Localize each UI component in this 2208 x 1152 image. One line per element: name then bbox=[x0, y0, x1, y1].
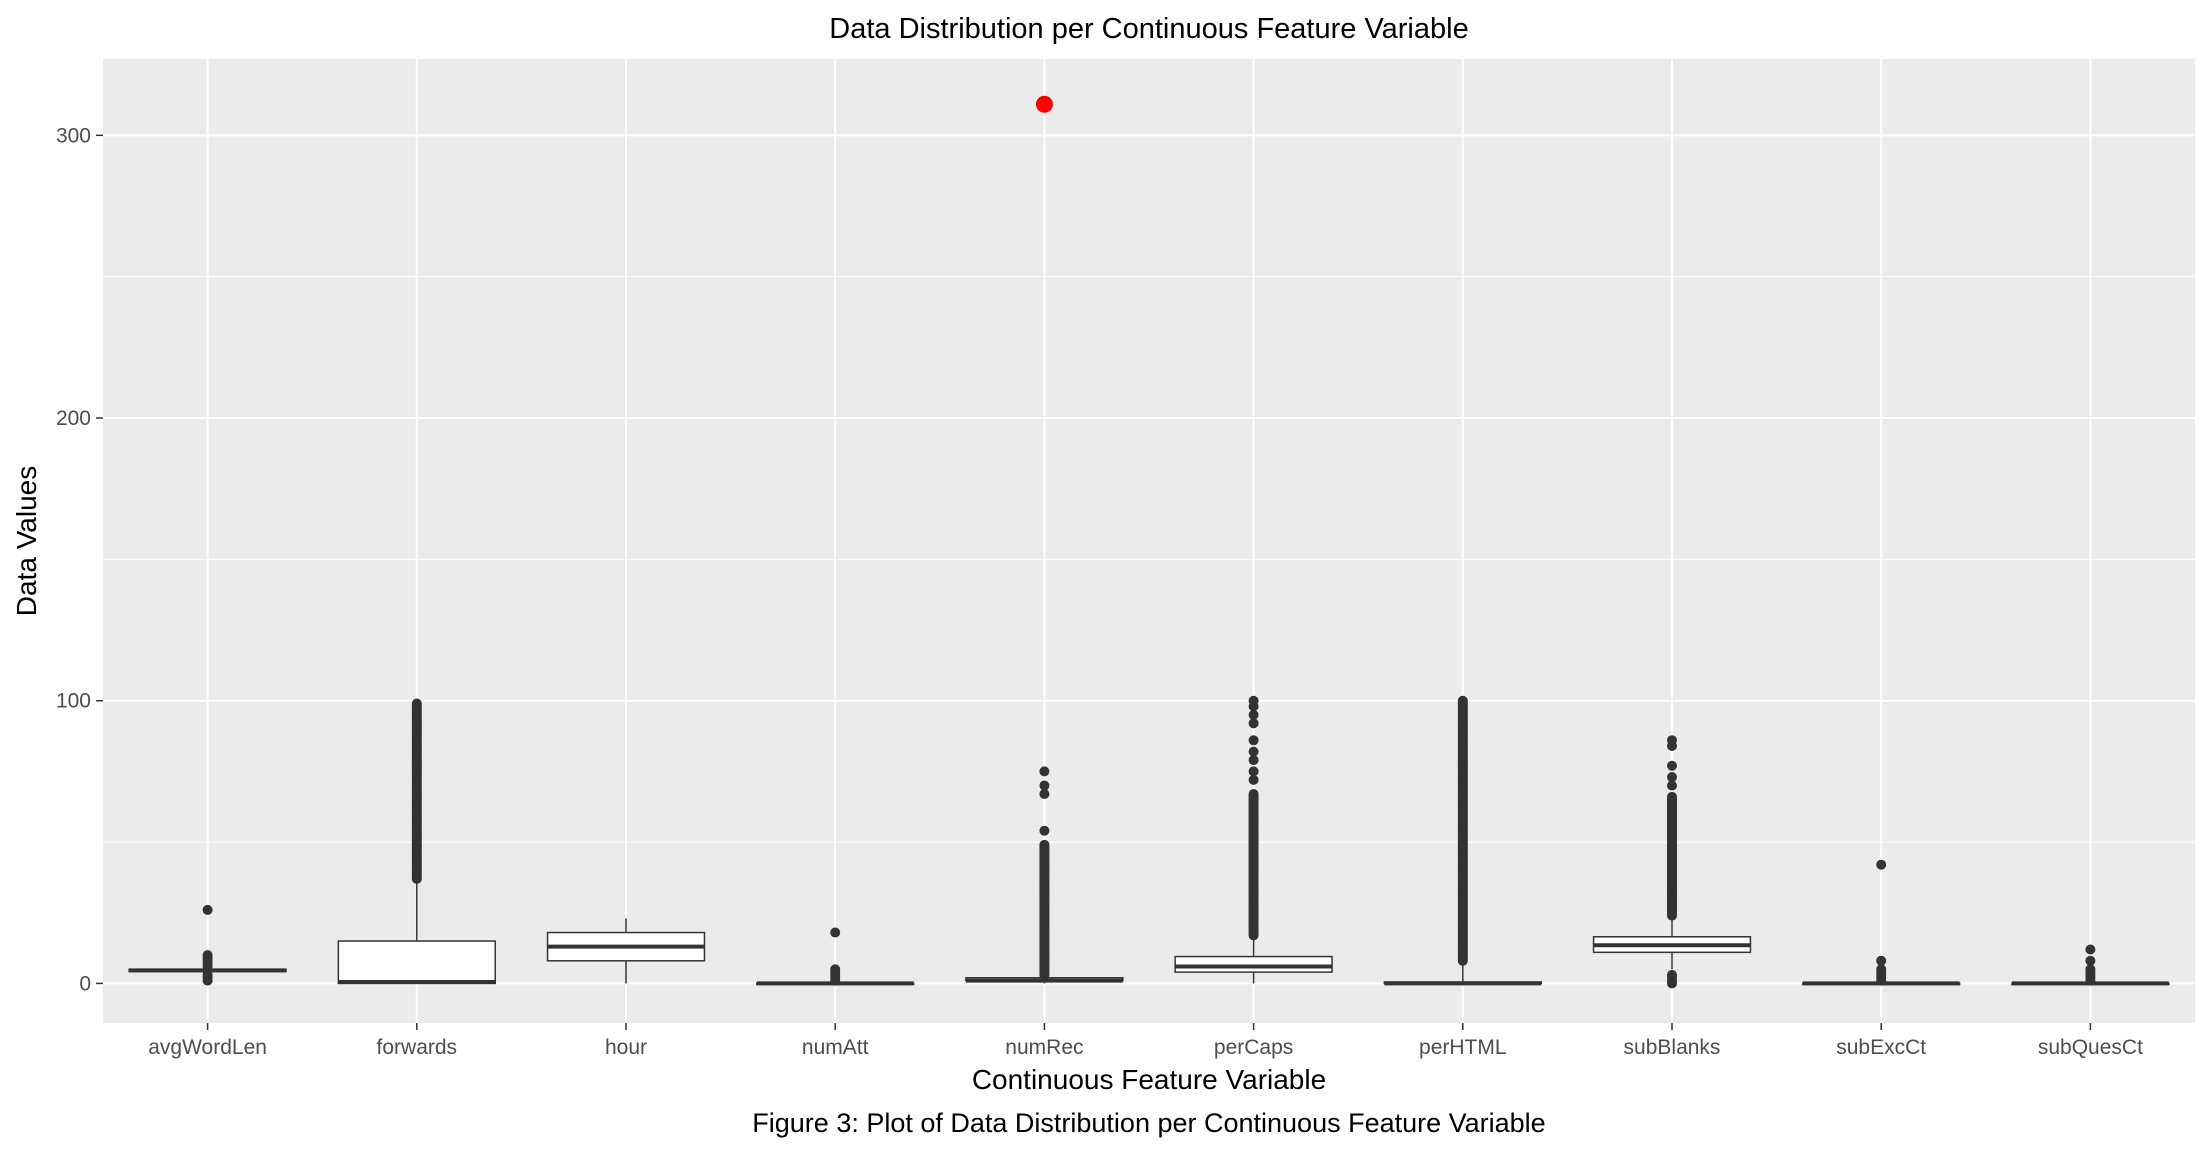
x-tick-label: subExcCt bbox=[1836, 1036, 1926, 1059]
box-subExcCt bbox=[1802, 859, 1961, 986]
outlier-point bbox=[1248, 709, 1259, 720]
box-subBlanks bbox=[1592, 735, 1752, 989]
chart-title: Data Distribution per Continuous Feature… bbox=[829, 13, 1468, 45]
figure-caption: Figure 3: Plot of Data Distribution per … bbox=[752, 1108, 1545, 1138]
outlier-point bbox=[1667, 760, 1677, 771]
box-perCaps bbox=[1174, 695, 1333, 984]
outlier-point bbox=[202, 950, 213, 961]
y-axis-ticks: 0 100 200 300 bbox=[56, 124, 103, 995]
x-tick-label: numAtt bbox=[802, 1036, 869, 1059]
outlier-point bbox=[1876, 859, 1887, 870]
outlier-point bbox=[1667, 772, 1677, 783]
x-tick-label: hour bbox=[605, 1036, 647, 1059]
outlier-point bbox=[202, 969, 213, 980]
outlier-point bbox=[830, 964, 841, 975]
outlier-point bbox=[1248, 789, 1259, 800]
outlier-point bbox=[1039, 825, 1050, 836]
y-tick-label: 300 bbox=[56, 124, 91, 147]
iqr-box bbox=[337, 940, 496, 985]
outlier-point bbox=[1039, 789, 1050, 800]
box-numAtt bbox=[756, 927, 915, 986]
x-axis-label: Continuous Feature Variable bbox=[972, 1064, 1326, 1095]
box-avgWordLen bbox=[128, 904, 287, 986]
x-tick-label: perHTML bbox=[1419, 1036, 1507, 1059]
box-hour bbox=[546, 918, 706, 984]
outlier-point bbox=[1667, 969, 1677, 980]
y-tick-label: 100 bbox=[56, 690, 91, 713]
outlier-point bbox=[1876, 964, 1887, 975]
y-tick-label: 200 bbox=[56, 407, 91, 430]
x-tick-label: subBlanks bbox=[1624, 1036, 1721, 1059]
outlier-point bbox=[411, 698, 422, 709]
box-forwards bbox=[337, 698, 496, 985]
outlier-point bbox=[1248, 766, 1259, 777]
outlier-point bbox=[2085, 964, 2096, 975]
box-subQuesCt bbox=[2011, 944, 2170, 986]
outlier-point bbox=[1039, 766, 1050, 777]
outlier-point bbox=[202, 904, 213, 915]
outlier-point bbox=[2085, 944, 2096, 955]
outlier-point bbox=[1039, 839, 1050, 850]
x-tick-label: avgWordLen bbox=[148, 1036, 267, 1059]
box-layer bbox=[128, 95, 2170, 989]
y-axis-label: Data Values bbox=[11, 466, 42, 616]
box-perHTML bbox=[1383, 695, 1542, 986]
x-tick-label: subQuesCt bbox=[2038, 1036, 2143, 1059]
outlier-point bbox=[1667, 735, 1677, 746]
x-tick-label: perCaps bbox=[1214, 1036, 1293, 1059]
grid-lines bbox=[103, 59, 2195, 1023]
box-numRec bbox=[965, 95, 1124, 984]
outlier-point bbox=[1667, 780, 1677, 791]
outlier-point bbox=[1248, 735, 1259, 746]
outlier-point bbox=[1876, 955, 1887, 966]
iqr-box bbox=[1174, 955, 1333, 973]
outlier-point bbox=[1248, 755, 1259, 766]
outlier-point bbox=[1248, 718, 1259, 729]
outlier-point bbox=[2085, 955, 2096, 966]
outlier-point bbox=[1248, 774, 1259, 785]
x-axis-ticks: avgWordLen forwards hour numAtt numRec perCap… bbox=[148, 1023, 2143, 1059]
outlier-point bbox=[1667, 791, 1677, 802]
outlier-point bbox=[830, 927, 841, 938]
outlier-point bbox=[1457, 695, 1468, 706]
x-tick-label: numRec bbox=[1005, 1036, 1083, 1059]
plot-panel bbox=[103, 59, 2195, 1023]
highlighted-outlier-point bbox=[1035, 95, 1053, 113]
outlier-point bbox=[1039, 780, 1050, 791]
outlier-point bbox=[1248, 695, 1259, 706]
outlier-point bbox=[1248, 746, 1259, 757]
y-tick-label: 0 bbox=[79, 972, 91, 995]
x-tick-label: forwards bbox=[377, 1036, 458, 1059]
